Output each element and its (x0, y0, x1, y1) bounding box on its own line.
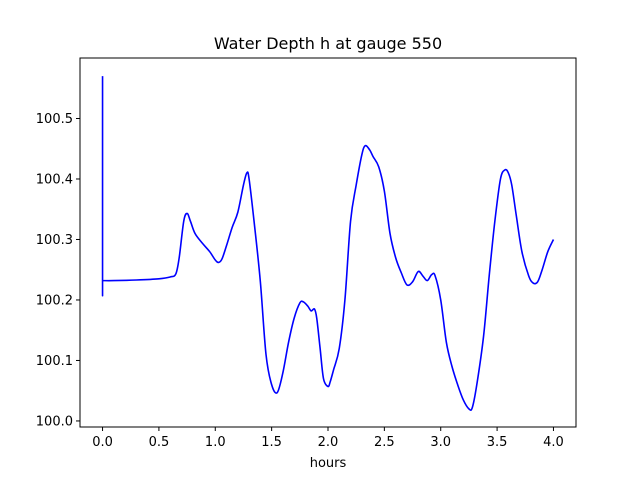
x-tick-label: 3.5 (487, 435, 508, 450)
plot-frame (79, 57, 577, 428)
series-layer (101, 76, 555, 412)
y-tick-label: 100.5 (36, 112, 73, 127)
x-tick-label: 2.5 (374, 435, 395, 450)
x-tick-label: 2.0 (318, 435, 339, 450)
x-axis-label: hours (310, 456, 347, 471)
x-axis: 0.0 0.5 1.0 1.5 2.0 2.5 3.0 3.5 4.0 (92, 427, 564, 450)
x-tick-label: 0.5 (149, 435, 170, 450)
x-tick-label: 0.0 (92, 435, 113, 450)
x-tick-label: 1.5 (261, 435, 282, 450)
x-tick-label: 4.0 (543, 435, 564, 450)
y-tick-label: 100.4 (36, 172, 73, 187)
y-tick-label: 100.1 (36, 354, 73, 369)
x-tick-label: 3.0 (430, 435, 451, 450)
x-tick-label: 1.0 (205, 435, 226, 450)
y-tick-label: 100.2 (36, 293, 73, 308)
y-tick-label: 100.3 (36, 233, 73, 248)
y-axis: 100.0 100.1 100.2 100.3 100.4 100.5 (36, 112, 80, 429)
chart-title: Water Depth h at gauge 550 (214, 34, 442, 53)
y-tick-label: 100.0 (36, 414, 73, 429)
plot-area (80, 58, 576, 427)
water-depth-line (101, 76, 555, 412)
